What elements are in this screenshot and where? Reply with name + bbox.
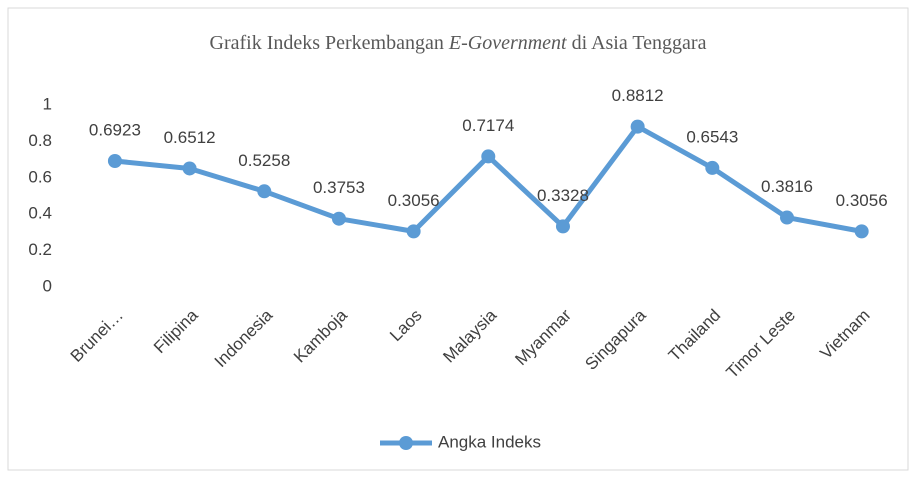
point: [257, 184, 272, 199]
point: [481, 149, 496, 164]
data-label: 0.3056: [836, 191, 888, 210]
data-label: 0.6512: [164, 128, 216, 147]
data-label: 0.3328: [537, 186, 589, 205]
legend-marker: [399, 436, 413, 450]
data-label: 0.3816: [761, 177, 813, 196]
y-tick-label: 0.4: [28, 204, 52, 223]
title-part: E-Government: [448, 32, 567, 54]
title-part: di Asia Tenggara: [567, 32, 707, 54]
point: [854, 224, 869, 239]
y-tick-label: 0: [43, 276, 52, 295]
y-tick-label: 0.2: [28, 240, 52, 259]
point: [630, 119, 645, 134]
point: [555, 219, 570, 234]
y-tick-label: 1: [43, 94, 52, 113]
point: [779, 210, 794, 225]
data-label: 0.6923: [89, 120, 141, 139]
point: [182, 161, 197, 176]
point: [107, 154, 122, 169]
data-label: 0.3753: [313, 178, 365, 197]
data-label: 0.8812: [612, 86, 664, 105]
data-label: 0.3056: [388, 191, 440, 210]
title-part: Grafik Indeks Perkembangan: [210, 32, 449, 54]
point: [705, 160, 720, 175]
y-tick-label: 0.6: [28, 167, 52, 186]
point: [406, 224, 421, 239]
data-label: 0.5258: [238, 151, 290, 170]
y-tick-label: 0.8: [28, 131, 52, 150]
point: [331, 211, 346, 226]
chart-title: Grafik Indeks Perkembangan E-Government …: [210, 32, 707, 54]
chart-frame: [7, 7, 909, 471]
legend-label: Angka Indeks: [438, 432, 541, 451]
data-label: 0.6543: [686, 127, 738, 146]
data-label: 0.7174: [462, 116, 514, 135]
